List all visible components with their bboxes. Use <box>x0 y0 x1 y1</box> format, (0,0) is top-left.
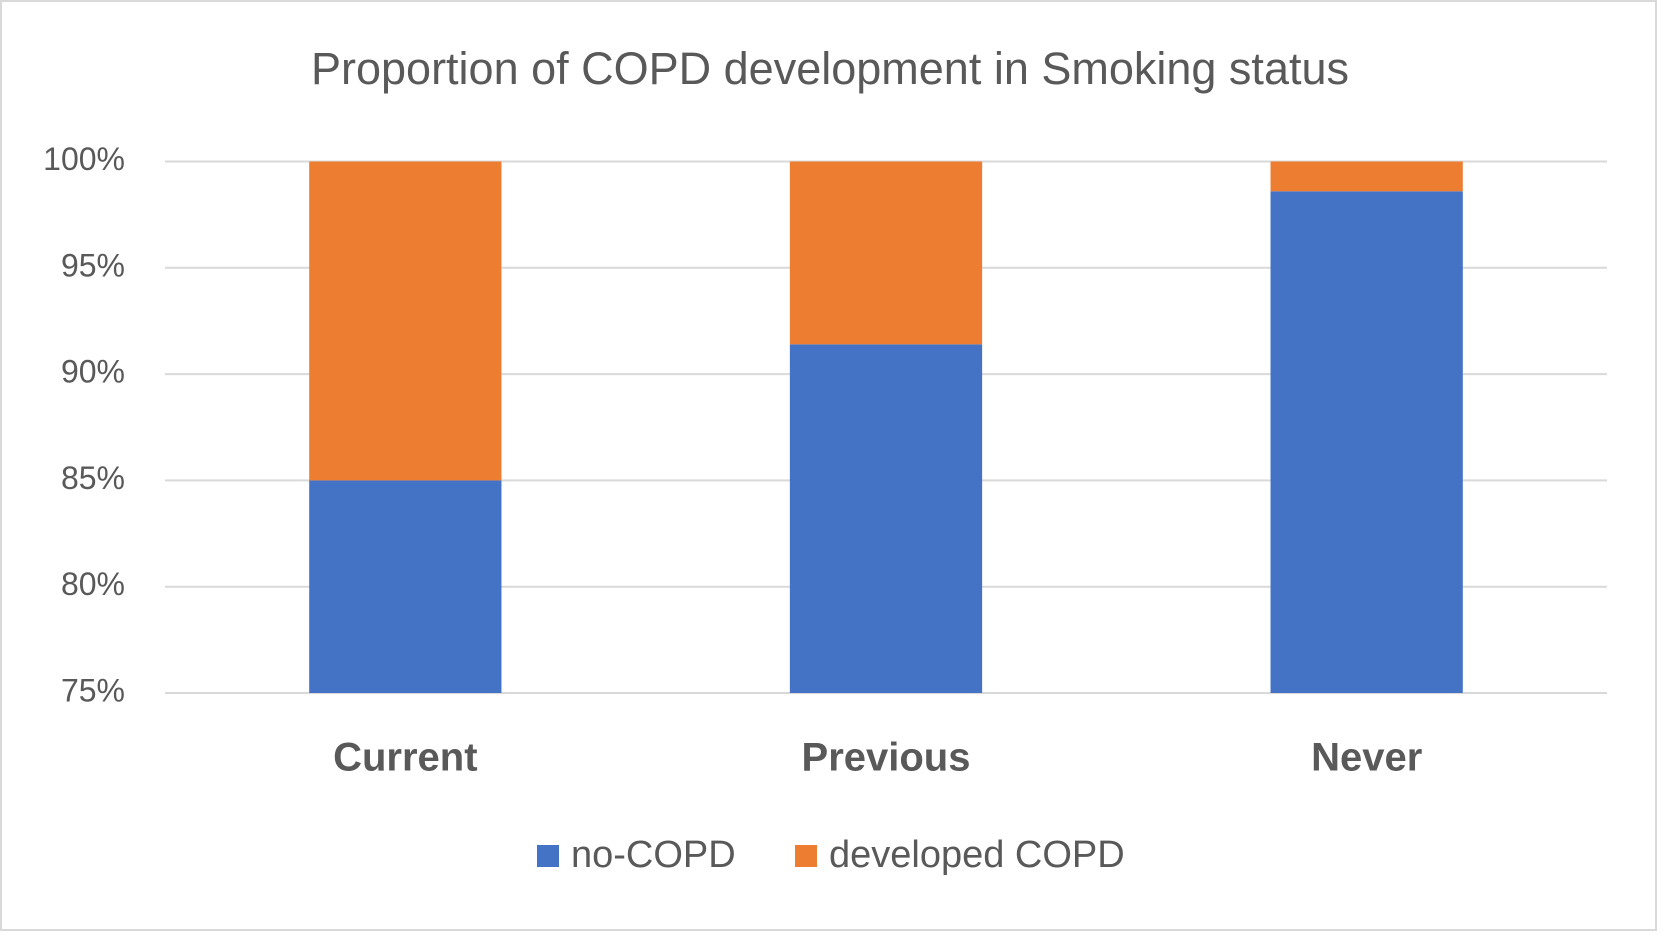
bar-segment <box>789 344 983 693</box>
y-tick-label: 95% <box>61 247 125 283</box>
legend-label: no-COPD <box>571 834 736 876</box>
chart-title: Proportion of COPD development in Smokin… <box>311 43 1349 94</box>
y-tick-label: 80% <box>61 566 125 602</box>
x-tick-label: Previous <box>802 736 971 780</box>
bar-segment <box>789 161 983 345</box>
bar-segment <box>309 161 502 481</box>
legend-swatch <box>537 845 559 867</box>
bar-segment <box>1270 191 1463 693</box>
y-tick-label: 100% <box>43 141 125 177</box>
y-tick-label: 85% <box>61 460 125 496</box>
bar-segment <box>309 480 502 693</box>
legend-swatch <box>795 845 817 867</box>
y-tick-label: 90% <box>61 354 125 390</box>
legend-label: developed COPD <box>829 834 1125 876</box>
x-tick-label: Current <box>333 736 477 780</box>
x-tick-label: Never <box>1311 736 1422 780</box>
y-tick-label: 75% <box>61 672 125 708</box>
bar-segment <box>1270 161 1463 192</box>
